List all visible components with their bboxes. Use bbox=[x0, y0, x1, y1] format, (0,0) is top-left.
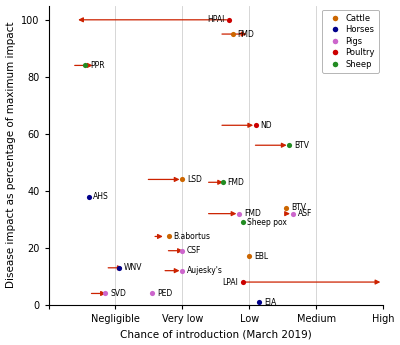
Point bbox=[86, 194, 92, 199]
Point bbox=[229, 31, 236, 37]
Text: ASF: ASF bbox=[298, 209, 312, 218]
Y-axis label: Disease impact as percentage of maximum impact: Disease impact as percentage of maximum … bbox=[6, 22, 16, 288]
Text: PED: PED bbox=[157, 289, 172, 298]
Point bbox=[253, 122, 259, 128]
Text: BTV: BTV bbox=[294, 141, 309, 150]
Point bbox=[240, 219, 246, 225]
Text: B.abortus: B.abortus bbox=[174, 232, 211, 241]
Text: EBL: EBL bbox=[254, 252, 268, 261]
Point bbox=[286, 142, 293, 148]
Text: FMD: FMD bbox=[227, 178, 244, 187]
Text: LPAI: LPAI bbox=[222, 278, 238, 287]
Point bbox=[166, 234, 172, 239]
Text: AHS: AHS bbox=[93, 192, 109, 201]
Text: FMD: FMD bbox=[244, 209, 261, 218]
Point bbox=[179, 268, 186, 274]
Point bbox=[256, 299, 262, 305]
Text: ND: ND bbox=[261, 121, 272, 130]
Text: WNV: WNV bbox=[124, 263, 142, 272]
Point bbox=[82, 63, 88, 68]
Text: BTV: BTV bbox=[291, 204, 306, 213]
Text: Sheep pox: Sheep pox bbox=[247, 218, 287, 227]
Text: LSD: LSD bbox=[187, 175, 202, 184]
Legend: Cattle, Horses, Pigs, Poultry, Sheep: Cattle, Horses, Pigs, Poultry, Sheep bbox=[322, 10, 379, 73]
Point bbox=[102, 291, 109, 296]
Point bbox=[116, 265, 122, 270]
Text: SVD: SVD bbox=[110, 289, 126, 298]
Point bbox=[246, 254, 252, 259]
Text: HPAI: HPAI bbox=[207, 15, 224, 24]
Text: EIA: EIA bbox=[264, 297, 276, 306]
Point bbox=[283, 205, 289, 211]
Point bbox=[240, 279, 246, 285]
Point bbox=[236, 211, 242, 216]
Point bbox=[179, 177, 186, 182]
X-axis label: Chance of introduction (March 2019): Chance of introduction (March 2019) bbox=[120, 329, 312, 339]
Point bbox=[179, 248, 186, 254]
Text: PPR: PPR bbox=[90, 61, 105, 70]
Point bbox=[149, 291, 156, 296]
Point bbox=[290, 211, 296, 216]
Text: Aujesky's: Aujesky's bbox=[187, 266, 223, 275]
Text: CSF: CSF bbox=[187, 246, 202, 255]
Point bbox=[226, 17, 232, 22]
Point bbox=[219, 179, 226, 185]
Text: FMD: FMD bbox=[237, 30, 254, 39]
